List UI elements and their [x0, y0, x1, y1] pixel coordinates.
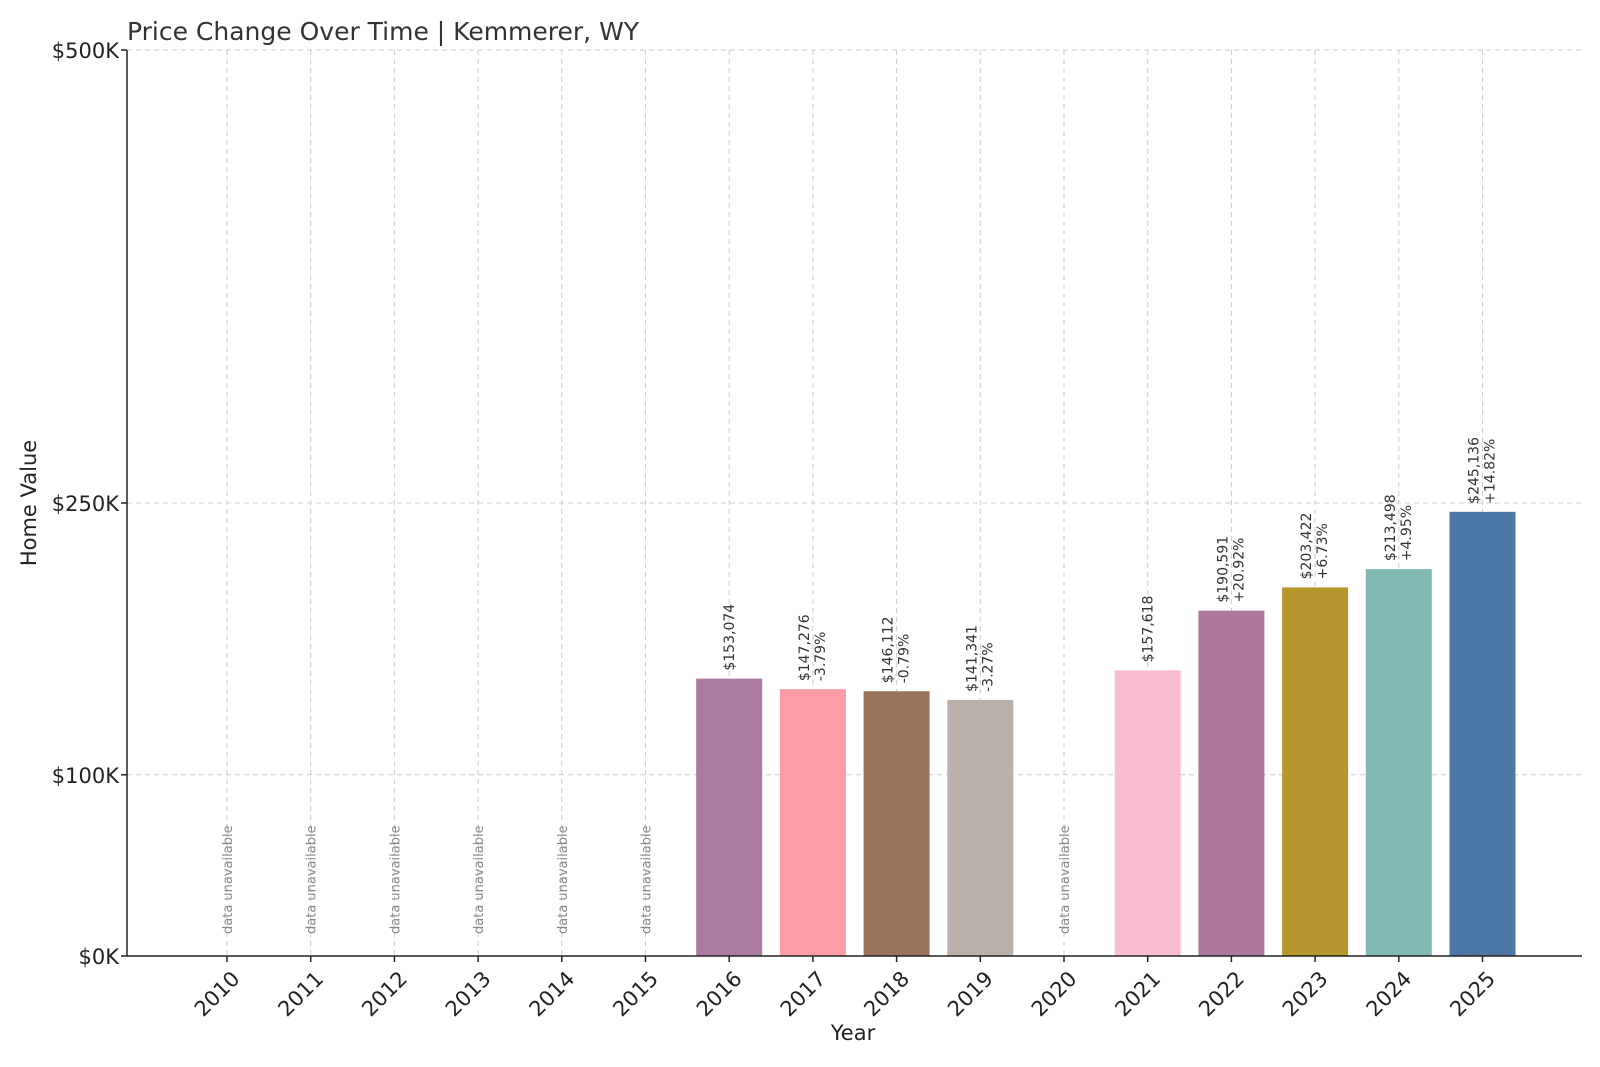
bar-2017: [779, 689, 846, 956]
x-tick-label: 2020: [1027, 967, 1082, 1022]
value-label: $147,276: [797, 614, 813, 681]
bars-layer: [696, 511, 1516, 956]
bar-2024: [1365, 569, 1432, 956]
x-tick-label: 2021: [1110, 967, 1165, 1022]
value-label: $153,074: [722, 604, 738, 671]
x-tick-label: 2013: [441, 967, 496, 1022]
x-tick-label: 2010: [190, 967, 245, 1022]
x-tick-label: 2011: [273, 967, 328, 1022]
x-axis-ticks: 2010 2011 2012 2013 2014 2015 2016 2017 2018 2019…: [190, 956, 1500, 1021]
data-unavailable-label: data unavailable: [221, 825, 236, 934]
x-tick-label: 2025: [1445, 967, 1500, 1022]
y-axis-ticks: $0K $100K $250K $500K: [52, 39, 127, 969]
value-label: $190,591: [1215, 536, 1231, 603]
change-label: +20.92%: [1231, 538, 1247, 603]
y-tick-label: $250K: [52, 492, 120, 516]
y-tick-label: $500K: [52, 39, 120, 63]
y-tick-label: $0K: [79, 945, 121, 969]
bar-2023: [1282, 587, 1349, 956]
change-label: +6.73%: [1315, 523, 1331, 579]
x-tick-label: 2022: [1194, 967, 1249, 1022]
change-label: -3.79%: [813, 632, 829, 682]
x-tick-label: 2018: [859, 967, 914, 1022]
value-label: $245,136: [1467, 437, 1483, 504]
y-tick-label: $100K: [52, 764, 120, 788]
value-label: $146,112: [881, 616, 897, 683]
bar-2019: [947, 699, 1014, 956]
value-label: $203,422: [1299, 513, 1315, 580]
x-tick-label: 2016: [692, 967, 747, 1022]
change-label: -3.27%: [980, 642, 996, 692]
data-unavailable-label: data unavailable: [556, 825, 571, 934]
value-label: $141,341: [964, 625, 980, 692]
x-tick-label: 2017: [776, 967, 831, 1022]
x-tick-label: 2012: [357, 967, 412, 1022]
x-tick-label: 2014: [525, 967, 580, 1022]
data-unavailable-label: data unavailable: [1058, 825, 1073, 934]
bar-2022: [1198, 610, 1265, 956]
x-tick-label: 2019: [943, 967, 998, 1022]
x-tick-label: 2024: [1362, 967, 1417, 1022]
data-unavailable-label: data unavailable: [640, 825, 655, 934]
bar-2018: [863, 691, 930, 956]
y-axis-label: Home Value: [17, 440, 41, 566]
bar-2021: [1114, 670, 1181, 956]
chart-title: Price Change Over Time | Kemmerer, WY: [127, 17, 640, 46]
value-label: $157,618: [1141, 596, 1157, 663]
data-unavailable-label: data unavailable: [305, 825, 320, 934]
x-tick-label: 2015: [608, 967, 663, 1022]
data-unavailable-label: data unavailable: [472, 825, 487, 934]
bar-2025: [1449, 511, 1516, 956]
bar-2016: [696, 678, 763, 956]
grid-layer: [127, 49, 1582, 956]
data-unavailable-label: data unavailable: [388, 825, 403, 934]
x-axis-label: Year: [830, 1021, 876, 1045]
change-label: +14.82%: [1483, 439, 1499, 504]
bar-labels-layer: data unavailable data unavailable data una…: [221, 437, 1499, 934]
x-tick-label: 2023: [1278, 967, 1333, 1022]
value-label: $213,498: [1383, 494, 1399, 561]
change-label: +4.95%: [1399, 505, 1415, 561]
change-label: -0.79%: [897, 634, 913, 684]
